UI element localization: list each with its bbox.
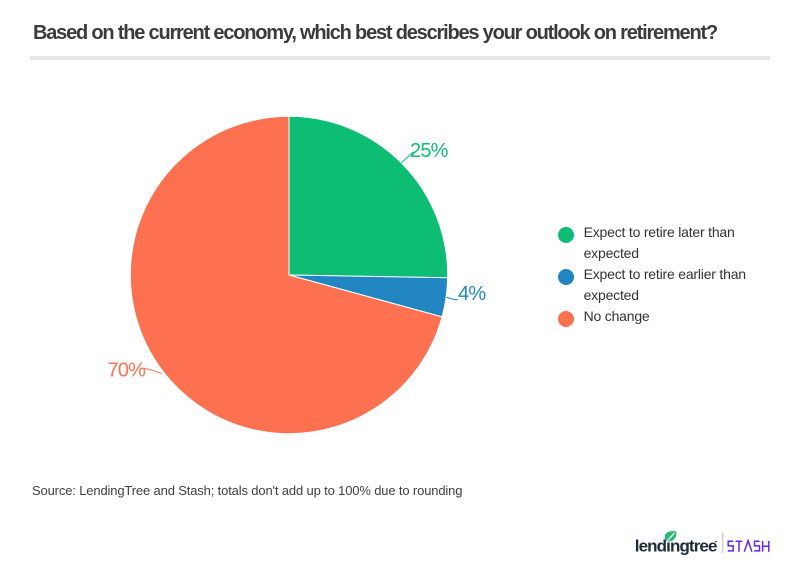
svg-text:4%: 4% [458,283,486,305]
svg-text:lendingtree: lendingtree [635,537,717,556]
svg-text:25%: 25% [410,140,449,162]
svg-text:70%: 70% [108,360,147,382]
